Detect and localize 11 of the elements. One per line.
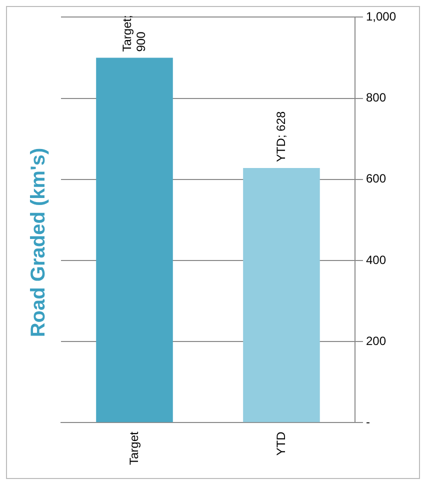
y-tick-label: 800 — [366, 90, 386, 105]
y-tick-label: 200 — [366, 334, 386, 348]
y-tick-label: 1,000 — [366, 10, 396, 24]
data-label: YTD; 628 — [274, 111, 288, 162]
x-tick-label: Target — [126, 430, 141, 466]
data-label: Target; 900 — [120, 15, 148, 52]
y-tick-label: - — [366, 414, 370, 429]
text: Road Graded (km's) — [28, 148, 50, 338]
x-tick-label: YTD — [274, 431, 288, 456]
y-tick-label: 600 — [366, 172, 386, 186]
y-tick-label: 400 — [366, 252, 386, 267]
